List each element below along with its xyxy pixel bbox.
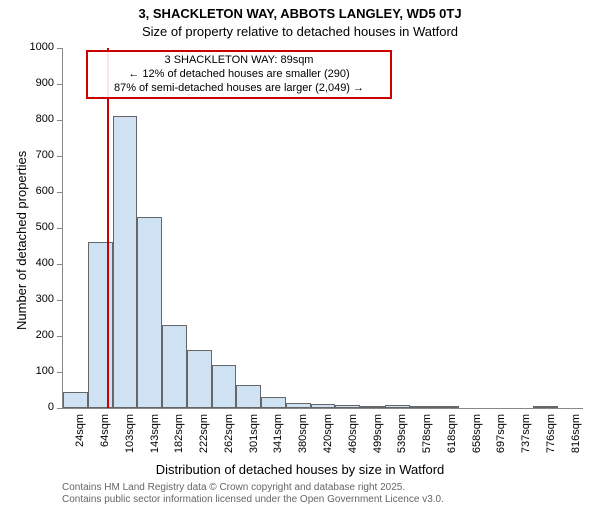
y-tick-label: 100 <box>36 365 54 377</box>
x-tick-label: 499sqm <box>372 414 384 464</box>
histogram-bar <box>385 405 410 408</box>
property-marker-line <box>107 48 109 408</box>
x-tick-label: 578sqm <box>421 414 433 464</box>
footer-line1: Contains HM Land Registry data © Crown c… <box>62 482 444 494</box>
histogram-bar <box>212 365 237 408</box>
histogram-bar <box>137 217 162 408</box>
histogram-bar <box>410 406 435 408</box>
x-tick-label: 103sqm <box>124 414 136 464</box>
y-axis-label: Number of detached properties <box>14 151 29 330</box>
histogram-bar <box>434 406 459 408</box>
y-tick-label: 500 <box>36 221 54 233</box>
histogram-bar <box>236 385 261 408</box>
x-tick-label: 737sqm <box>520 414 532 464</box>
x-tick-label: 341sqm <box>272 414 284 464</box>
x-tick-label: 222sqm <box>198 414 210 464</box>
x-tick-label: 539sqm <box>396 414 408 464</box>
y-tick-label: 900 <box>36 77 54 89</box>
y-tick-label: 300 <box>36 293 54 305</box>
chart-title-line2: Size of property relative to detached ho… <box>0 24 600 39</box>
footer-attribution: Contains HM Land Registry data © Crown c… <box>62 482 444 506</box>
x-tick-label: 460sqm <box>347 414 359 464</box>
histogram-bar <box>162 325 187 408</box>
x-axis-label: Distribution of detached houses by size … <box>0 462 600 477</box>
y-tick-label: 0 <box>48 401 54 413</box>
plot-area: 3 SHACKLETON WAY: 89sqm ← 12% of detache… <box>62 48 583 409</box>
histogram-bar <box>335 405 360 408</box>
histogram-bar <box>286 403 311 408</box>
y-tick-label: 700 <box>36 149 54 161</box>
y-tick-label: 200 <box>36 329 54 341</box>
histogram-bar <box>88 242 113 408</box>
x-tick-label: 24sqm <box>74 414 86 464</box>
histogram-bar <box>533 406 558 408</box>
chart-container: 3, SHACKLETON WAY, ABBOTS LANGLEY, WD5 0… <box>0 0 600 500</box>
x-tick-label: 380sqm <box>297 414 309 464</box>
chart-title-line1: 3, SHACKLETON WAY, ABBOTS LANGLEY, WD5 0… <box>0 6 600 21</box>
histogram-bar <box>261 397 286 408</box>
x-tick-label: 618sqm <box>446 414 458 464</box>
y-tick-label: 1000 <box>30 41 54 53</box>
x-tick-label: 816sqm <box>570 414 582 464</box>
histogram-bar <box>63 392 88 408</box>
footer-line2: Contains public sector information licen… <box>62 494 444 506</box>
histogram-bar <box>113 116 138 408</box>
y-tick-label: 600 <box>36 185 54 197</box>
x-tick-label: 182sqm <box>173 414 185 464</box>
x-tick-label: 776sqm <box>545 414 557 464</box>
annotation-box: 3 SHACKLETON WAY: 89sqm ← 12% of detache… <box>86 50 392 99</box>
x-tick-label: 143sqm <box>149 414 161 464</box>
histogram-bar <box>187 350 212 408</box>
y-tick-label: 400 <box>36 257 54 269</box>
x-tick-label: 301sqm <box>248 414 260 464</box>
annotation-line1: 3 SHACKLETON WAY: 89sqm <box>94 54 384 68</box>
x-tick-label: 262sqm <box>223 414 235 464</box>
histogram-bar <box>311 404 336 408</box>
x-tick-label: 420sqm <box>322 414 334 464</box>
y-tick-label: 800 <box>36 113 54 125</box>
histogram-bar <box>360 406 385 408</box>
annotation-line3: 87% of semi-detached houses are larger (… <box>94 82 384 96</box>
annotation-line2: ← 12% of detached houses are smaller (29… <box>94 68 384 82</box>
x-tick-label: 658sqm <box>471 414 483 464</box>
x-tick-label: 697sqm <box>495 414 507 464</box>
x-tick-label: 64sqm <box>99 414 111 464</box>
